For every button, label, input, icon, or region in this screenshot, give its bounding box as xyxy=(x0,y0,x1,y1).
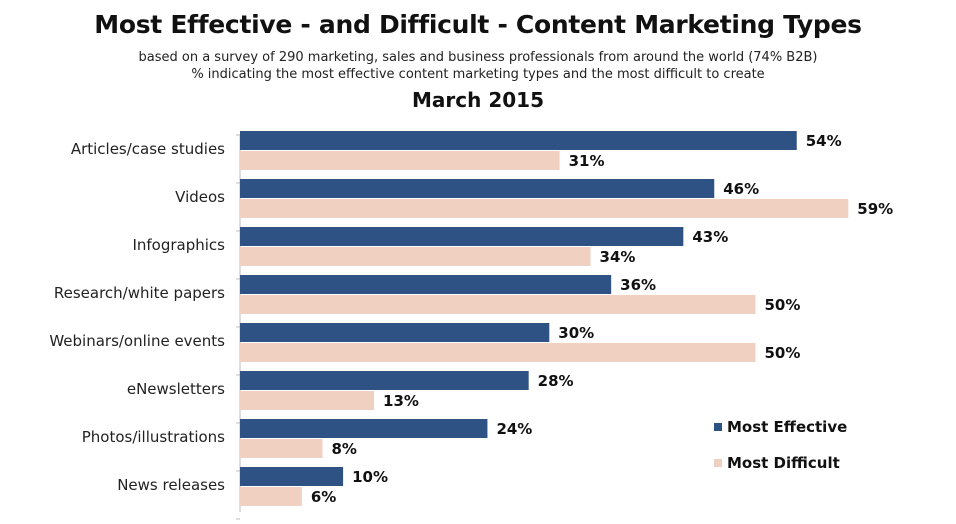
legend-label-most-effective: Most Effective xyxy=(727,418,847,436)
bar-most-effective xyxy=(240,275,612,294)
legend-swatch-most-effective xyxy=(714,423,722,431)
bar-most-difficult xyxy=(240,295,756,314)
data-label: 28% xyxy=(538,372,574,390)
bar-most-effective xyxy=(240,179,715,198)
legend-label-most-difficult: Most Difficult xyxy=(727,454,840,472)
data-label: 10% xyxy=(352,468,388,486)
chart-date: March 2015 xyxy=(412,88,544,112)
bar-most-effective xyxy=(240,419,488,438)
category-label: Research/white papers xyxy=(54,284,225,302)
chart-subtitle-1: based on a survey of 290 marketing, sale… xyxy=(138,50,818,65)
bar-most-effective xyxy=(240,467,344,486)
category-label: Videos xyxy=(175,188,225,206)
data-label: 30% xyxy=(558,324,594,342)
category-label: Photos/illustrations xyxy=(82,428,225,446)
bar-most-difficult xyxy=(240,199,849,218)
data-label: 34% xyxy=(600,248,636,266)
category-label: Articles/case studies xyxy=(71,140,225,158)
chart-subtitle-2: % indicating the most effective content … xyxy=(191,67,765,82)
data-label: 13% xyxy=(383,392,419,410)
bar-most-difficult xyxy=(240,391,375,410)
bar-most-effective xyxy=(240,227,684,246)
data-label: 36% xyxy=(620,276,656,294)
chart-title: Most Effective - and Difficult - Content… xyxy=(94,10,862,39)
bar-most-difficult xyxy=(240,487,302,506)
bar-most-effective xyxy=(240,323,550,342)
data-label: 46% xyxy=(723,180,759,198)
data-label: 8% xyxy=(331,440,356,458)
data-label: 31% xyxy=(569,152,605,170)
data-label: 24% xyxy=(496,420,532,438)
data-label: 59% xyxy=(857,200,893,218)
category-label: News releases xyxy=(117,476,225,494)
bar-most-effective xyxy=(240,371,529,390)
bar-most-effective xyxy=(240,131,797,150)
bar-most-difficult xyxy=(240,247,591,266)
data-label: 50% xyxy=(765,344,801,362)
data-label: 50% xyxy=(765,296,801,314)
data-label: 43% xyxy=(692,228,728,246)
category-label: Infographics xyxy=(132,236,225,254)
category-label: Webinars/online events xyxy=(49,332,225,350)
bar-most-difficult xyxy=(240,343,756,362)
bar-most-difficult xyxy=(240,151,560,170)
data-label: 6% xyxy=(311,488,336,506)
legend-swatch-most-difficult xyxy=(714,459,722,467)
category-label: eNewsletters xyxy=(127,380,225,398)
bar-most-difficult xyxy=(240,439,323,458)
data-label: 54% xyxy=(806,132,842,150)
